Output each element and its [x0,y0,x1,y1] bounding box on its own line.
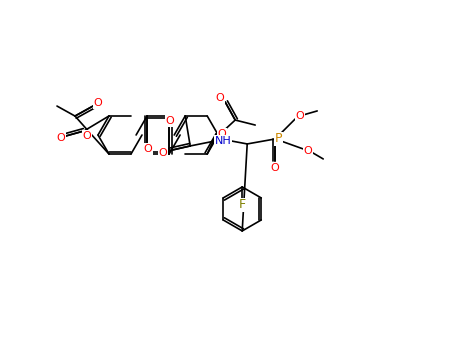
Text: O: O [304,146,313,156]
Text: O: O [83,131,91,141]
Text: NH: NH [215,136,232,146]
Text: O: O [159,148,167,158]
Text: O: O [218,129,227,139]
Text: O: O [166,116,174,126]
Text: O: O [216,93,225,103]
Text: P: P [274,132,282,146]
Text: O: O [296,111,304,121]
Text: O: O [144,144,152,154]
Text: O: O [56,133,66,143]
Text: F: F [239,198,246,211]
Text: O: O [271,163,279,173]
Text: O: O [94,98,102,108]
